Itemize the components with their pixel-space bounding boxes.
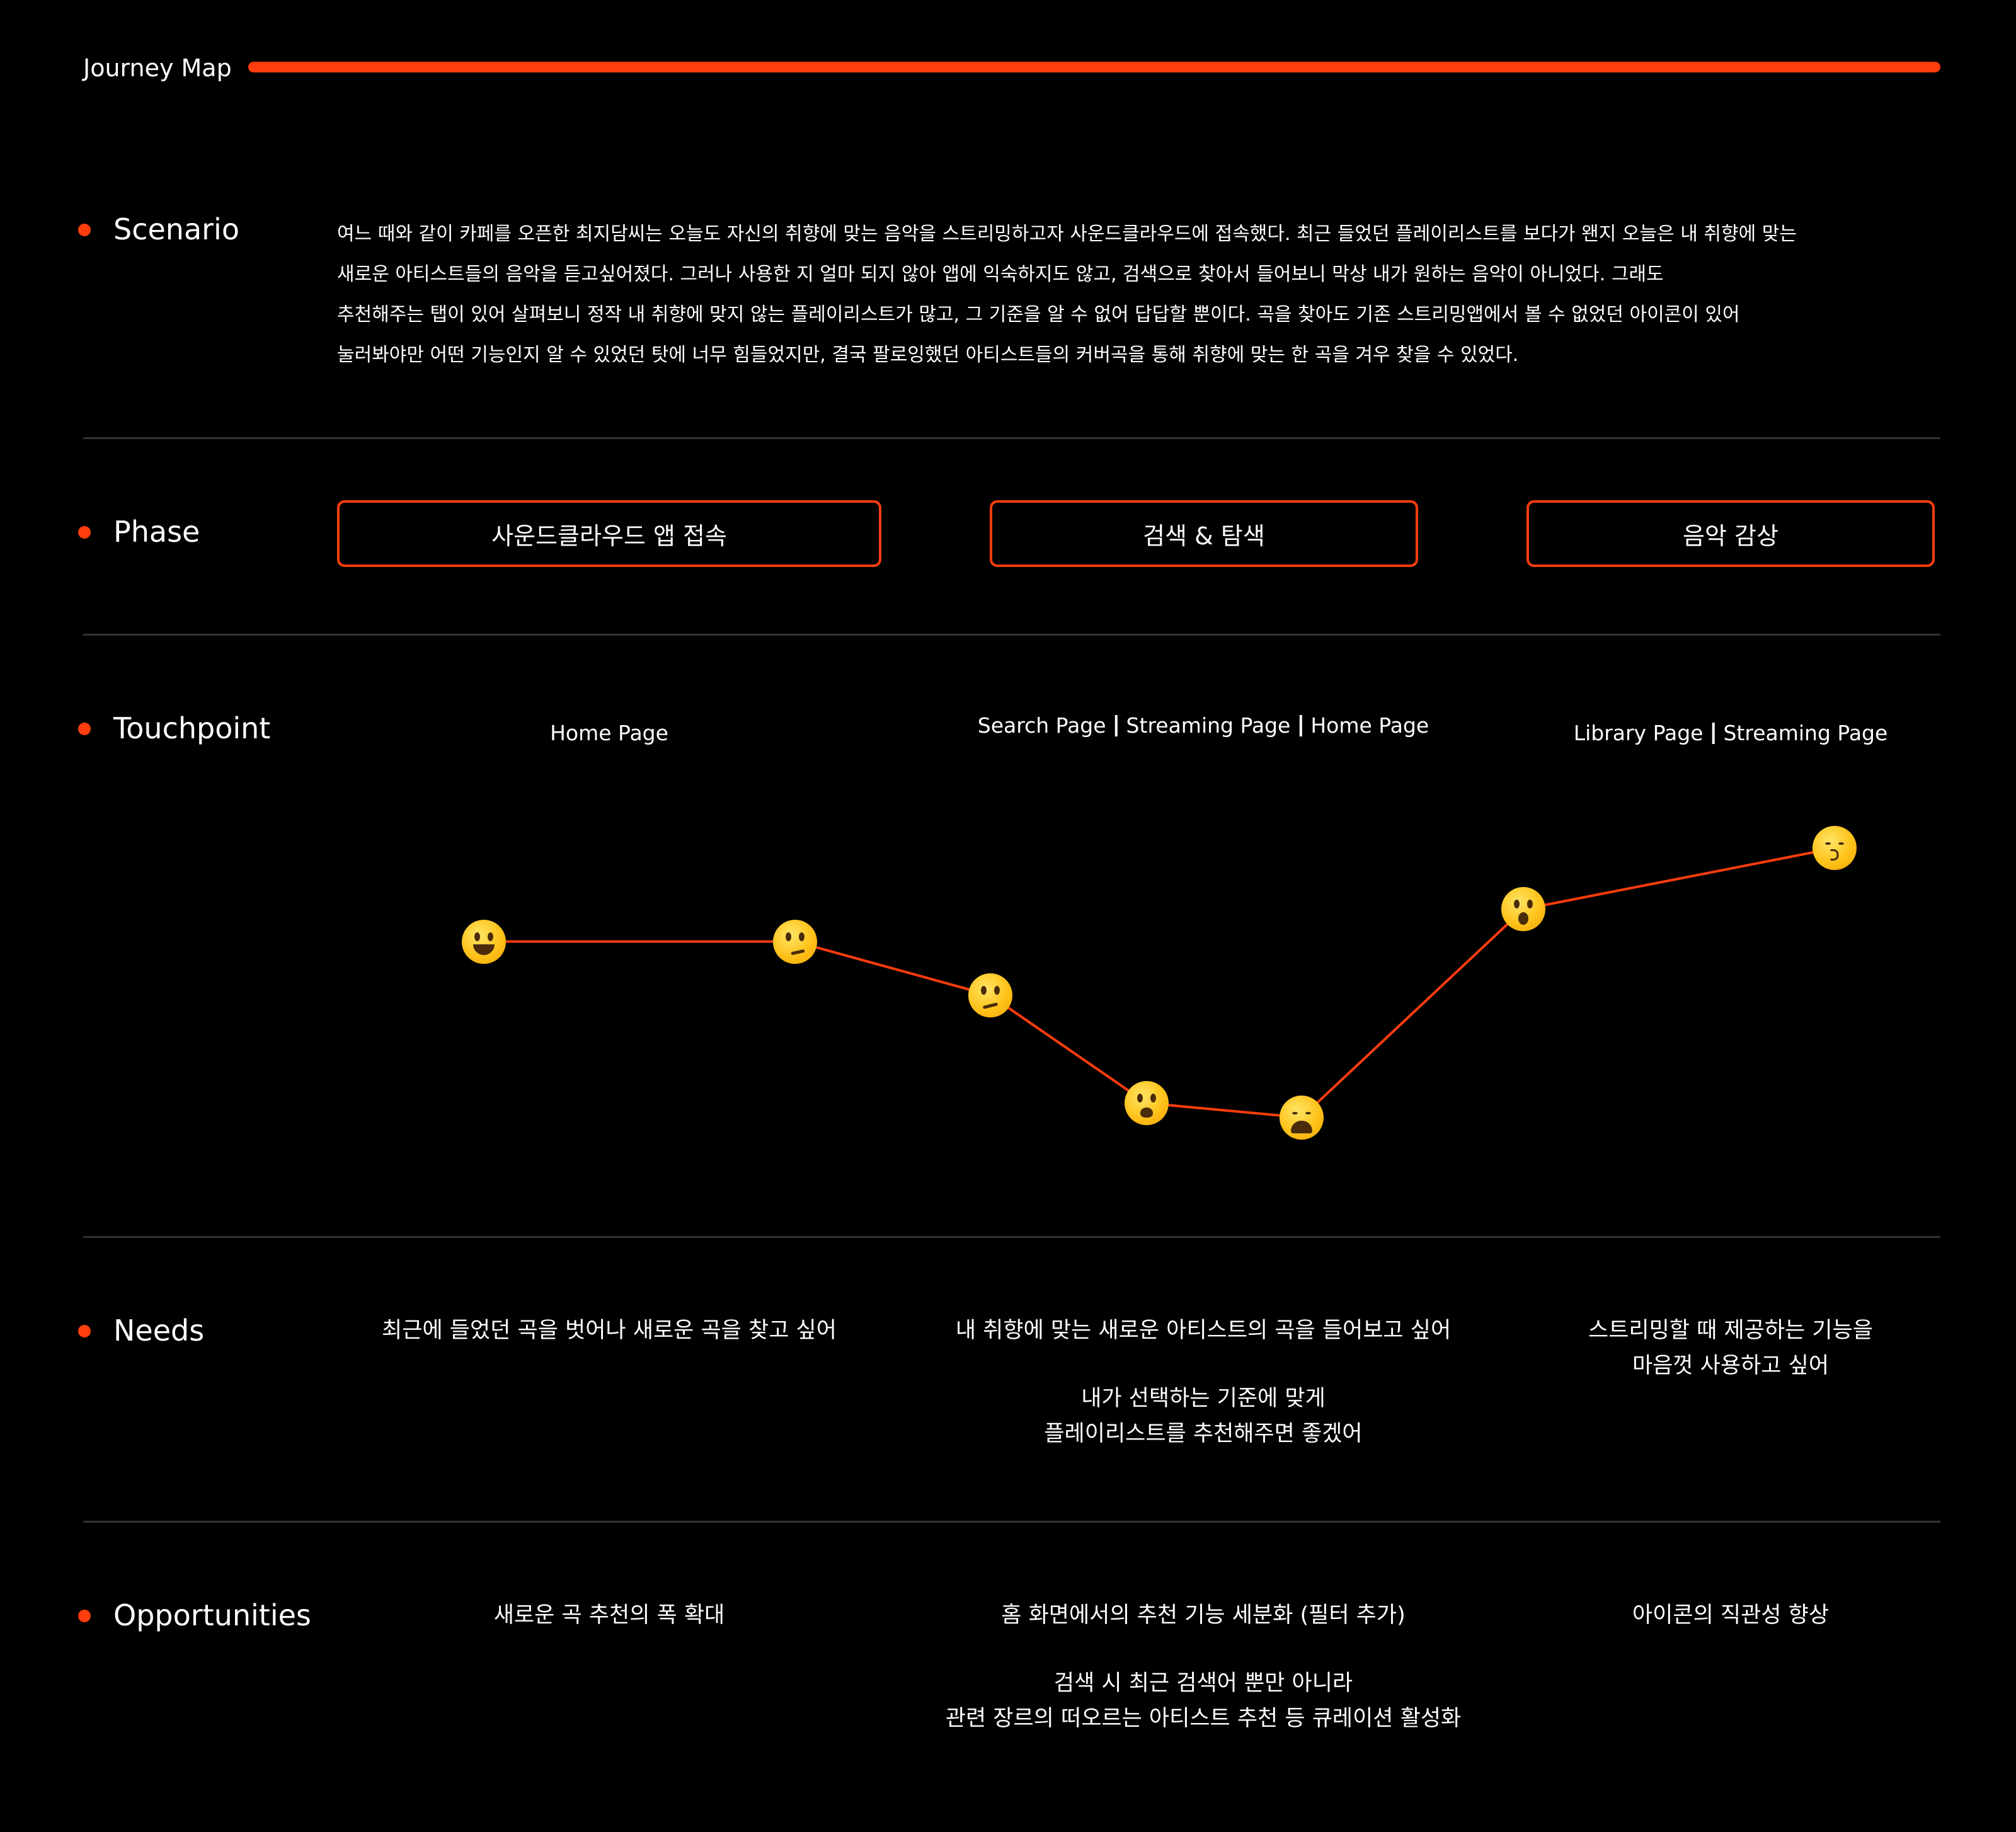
touchpoint-item: Home Page	[550, 721, 668, 745]
page-title: Journey Map	[83, 54, 232, 82]
opportunity-text: 관련 장르의 떠오르는 아티스트 추천 등 큐레이션 활성화	[945, 1706, 1462, 1731]
phase-search-explore[interactable]: 검색 & 탐색	[990, 500, 1418, 567]
opportunities-cell-2: 홈 화면에서의 추천 기능 세분화 (필터 추가) 검색 시 최근 검색어 뿐만…	[946, 1598, 1461, 1736]
needs-cell-1: 최근에 들었던 곡을 벗어나 새로운 곡을 찾고 싶어	[382, 1313, 837, 1348]
weary-face-icon	[1280, 1095, 1324, 1140]
separator	[1712, 723, 1715, 744]
needs-text: 마음껏 사용하고 싶어	[1632, 1353, 1830, 1378]
touchpoint-item: Home Page	[1310, 713, 1429, 738]
needs-text: 플레이리스트를 추천해주면 좋겠어	[1044, 1421, 1363, 1446]
touchpoint-group-1: Home Page	[550, 718, 668, 748]
opportunities-bullet-icon	[78, 1610, 91, 1622]
opportunity-text: 아이콘의 직관성 향상	[1632, 1603, 1830, 1628]
opportunity-text: 검색 시 최근 검색어 뿐만 아니라	[1053, 1671, 1353, 1696]
divider	[83, 437, 1940, 439]
opportunities-cell-3: 아이콘의 직관성 향상	[1632, 1598, 1829, 1633]
touchpoint-label: Touchpoint	[113, 711, 271, 745]
needs-label: Needs	[113, 1314, 205, 1348]
scenario-label: Scenario	[113, 212, 239, 246]
phase-label: Phase	[113, 515, 200, 549]
astonished-face-icon	[1501, 887, 1545, 932]
phase-bullet-icon	[78, 526, 91, 539]
header-accent-bar	[248, 62, 1940, 72]
divider	[83, 634, 1940, 636]
needs-bullet-icon	[78, 1325, 91, 1337]
opportunity-text: 홈 화면에서의 추천 기능 세분화 (필터 추가)	[1001, 1603, 1406, 1628]
scenario-line: 추천해주는 탭이 있어 살펴보니 정작 내 취향에 맞지 않는 플레이리스트가 …	[337, 304, 1740, 326]
thinking-face-icon	[773, 919, 817, 964]
scenario-bullet-icon	[78, 224, 91, 236]
kissing-face-icon	[1813, 826, 1857, 871]
opportunity-text: 새로운 곡 추천의 폭 확대	[493, 1603, 725, 1628]
phase-app-access[interactable]: 사운드클라우드 앱 접속	[337, 500, 881, 567]
grinning-face-icon	[462, 919, 506, 964]
scenario-line: 여느 때와 같이 카페를 오픈한 최지담씨는 오늘도 자신의 취향에 맞는 음악…	[337, 223, 1797, 245]
confused-face-icon	[968, 973, 1012, 1017]
touchpoint-group-3: Library Page Streaming Page	[1574, 718, 1888, 748]
touchpoint-group-2: Search Page Streaming Page Home Page	[978, 711, 1429, 741]
touchpoint-bullet-icon	[78, 723, 91, 735]
needs-cell-3: 스트리밍할 때 제공하는 기능을 마음껏 사용하고 싶어	[1588, 1313, 1873, 1383]
needs-text: 내가 선택하는 기준에 맞게	[1081, 1386, 1326, 1411]
needs-text: 최근에 들었던 곡을 벗어나 새로운 곡을 찾고 싶어	[382, 1318, 837, 1343]
separator	[1114, 715, 1118, 736]
opportunities-label: Opportunities	[113, 1598, 311, 1632]
scenario-line: 새로운 아티스트들의 음악을 듣고싶어졌다. 그러나 사용한 지 얼마 되지 않…	[337, 263, 1664, 285]
divider	[83, 1236, 1940, 1238]
touchpoint-item: Search Page	[977, 713, 1106, 738]
touchpoint-item: Streaming Page	[1723, 721, 1888, 745]
scenario-text: 여느 때와 같이 카페를 오픈한 최지담씨는 오늘도 자신의 취향에 맞는 음악…	[337, 214, 1868, 375]
needs-cell-2: 내 취향에 맞는 새로운 아티스트의 곡을 들어보고 싶어 내가 선택하는 기준…	[956, 1313, 1451, 1451]
worried-face-icon	[1125, 1081, 1169, 1125]
divider	[83, 1521, 1940, 1523]
separator	[1299, 715, 1302, 736]
emotion-curve-line	[484, 847, 1835, 1119]
touchpoint-item: Streaming Page	[1126, 713, 1291, 738]
needs-text: 스트리밍할 때 제공하는 기능을	[1588, 1318, 1873, 1343]
scenario-line: 눌러봐야만 어떤 기능인지 알 수 있었던 탓에 너무 힘들었지만, 결국 팔로…	[337, 344, 1519, 366]
needs-text: 내 취향에 맞는 새로운 아티스트의 곡을 들어보고 싶어	[955, 1318, 1452, 1343]
opportunities-cell-1: 새로운 곡 추천의 폭 확대	[494, 1598, 725, 1633]
touchpoint-item: Library Page	[1573, 721, 1704, 745]
phase-listen-music[interactable]: 음악 감상	[1526, 500, 1935, 567]
